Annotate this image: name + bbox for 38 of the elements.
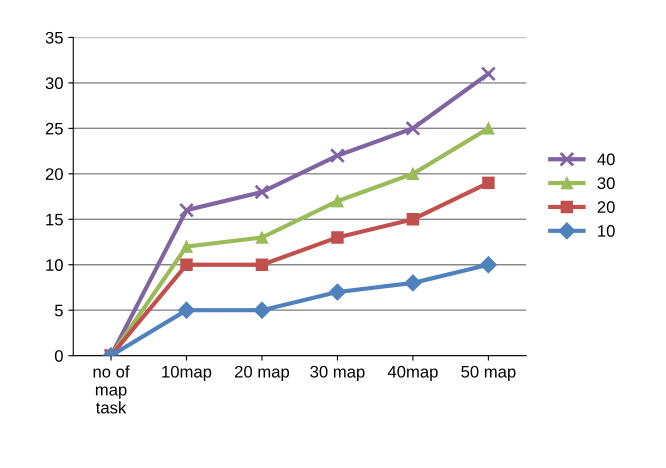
- point: [256, 258, 268, 272]
- point: [254, 184, 270, 200]
- y-tick-label: 15: [46, 214, 63, 226]
- x-tick-label: 20 map: [235, 366, 290, 381]
- x-tick-label: 10map: [162, 366, 212, 381]
- point: [404, 274, 422, 292]
- point: [331, 231, 344, 244]
- point: [330, 148, 346, 164]
- point: [328, 283, 346, 301]
- legend-label: 40: [597, 153, 615, 166]
- point: [331, 194, 344, 208]
- x-tick-label: 40map: [388, 366, 438, 381]
- x-tick-label: no of map task: [94, 365, 130, 414]
- y-tick-label: 35: [46, 32, 63, 44]
- legend-label: 20: [598, 201, 615, 213]
- x-tick-label: 50 map: [461, 366, 516, 381]
- legend-label: 10: [598, 225, 615, 237]
- y-tick-label: 10: [46, 259, 63, 271]
- point: [480, 256, 497, 274]
- point: [178, 302, 196, 319]
- point: [406, 213, 420, 226]
- point: [180, 240, 193, 253]
- legend-label: 30: [598, 177, 615, 190]
- y-tick-label: 0: [54, 350, 63, 362]
- point: [405, 120, 421, 136]
- point: [180, 258, 193, 272]
- y-tick-label: 20: [46, 168, 63, 180]
- point: [480, 66, 496, 82]
- point: [406, 168, 420, 180]
- point: [482, 122, 495, 135]
- x-tick-label: 30 map: [310, 366, 365, 381]
- point: [482, 176, 495, 190]
- y-tick-label: 30: [46, 77, 63, 90]
- point: [256, 231, 268, 244]
- y-tick-label: 25: [46, 122, 63, 135]
- y-tick-label: 5: [54, 304, 63, 316]
- point: [253, 302, 271, 319]
- point: [178, 202, 194, 218]
